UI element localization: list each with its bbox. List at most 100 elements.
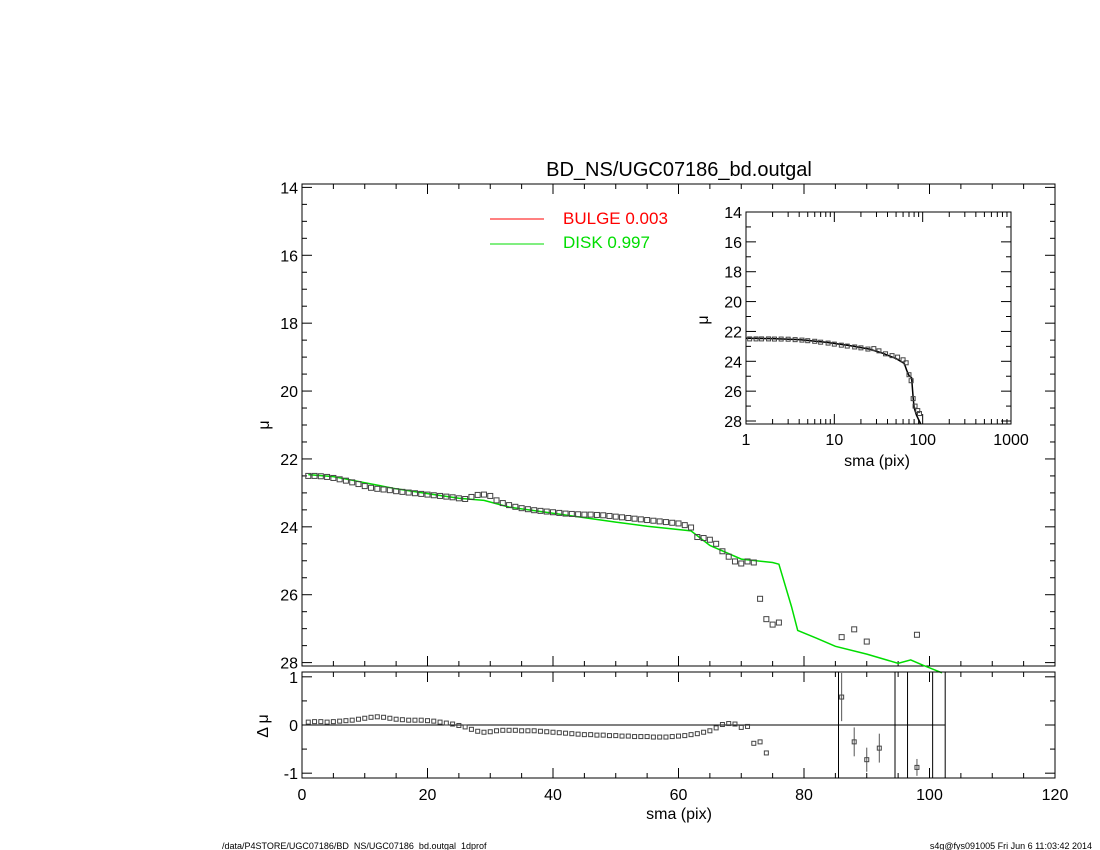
inset-y-axis-label: μ xyxy=(695,315,712,324)
data-point xyxy=(462,495,469,502)
residual-point xyxy=(606,733,612,739)
data-point xyxy=(750,559,757,566)
residual-x-tick-label: 60 xyxy=(670,787,688,804)
inset-x-tick-label: 1000 xyxy=(993,432,1029,449)
data-point xyxy=(543,508,550,515)
disk-model-line xyxy=(308,473,943,674)
inset-data-point xyxy=(771,336,777,342)
inset-x-axis-label: sma (pix) xyxy=(844,453,910,470)
data-point xyxy=(437,492,444,499)
residual-point xyxy=(437,719,443,725)
data-point xyxy=(531,507,538,514)
residual-y-axis-label: Δ μ xyxy=(255,714,272,737)
residual-point xyxy=(600,732,606,738)
data-point xyxy=(600,512,607,519)
data-point xyxy=(411,490,418,497)
residual-x-tick-label: 120 xyxy=(1042,787,1069,804)
inset-data-point xyxy=(906,372,912,378)
data-point xyxy=(838,634,845,641)
residual-point xyxy=(425,718,430,724)
residual-point xyxy=(330,719,336,725)
data-point xyxy=(524,506,531,513)
data-point xyxy=(349,479,356,486)
inset-model-line xyxy=(745,337,922,425)
data-point xyxy=(418,490,425,497)
data-point xyxy=(455,495,462,502)
residual-point xyxy=(506,727,512,733)
data-point xyxy=(625,515,632,522)
data-point xyxy=(763,616,770,623)
residual-x-tick-label: 80 xyxy=(795,787,813,804)
inset-y-tick-label: 18 xyxy=(724,265,742,282)
main-y-tick-label: 26 xyxy=(280,588,298,605)
data-point xyxy=(725,553,732,560)
residual-point xyxy=(588,732,594,738)
data-point xyxy=(700,535,707,542)
data-point xyxy=(499,500,506,507)
data-point xyxy=(656,518,663,525)
residual-point xyxy=(751,740,757,746)
inset-data-point xyxy=(876,348,882,354)
residual-point xyxy=(544,729,550,735)
residual-point xyxy=(487,729,493,735)
residual-point xyxy=(312,719,318,725)
residual-point xyxy=(381,714,387,720)
data-point xyxy=(336,476,343,483)
data-point xyxy=(380,486,387,493)
inset-data-point xyxy=(903,360,909,366)
inset-x-tick-label: 10 xyxy=(825,432,843,449)
residual-point xyxy=(443,720,449,726)
inset-data-point xyxy=(912,403,918,409)
residual-point xyxy=(537,728,543,734)
inset-y-tick-label: 24 xyxy=(724,354,742,371)
data-point xyxy=(688,524,695,531)
inset-y-tick-label: 22 xyxy=(724,324,742,341)
data-point xyxy=(619,514,626,521)
residual-point xyxy=(362,715,368,721)
data-point xyxy=(575,511,582,518)
inset-data-point xyxy=(759,336,765,342)
main-y-tick-label: 14 xyxy=(280,180,298,197)
data-point xyxy=(744,558,751,565)
residual-x-tick-label: 20 xyxy=(419,787,437,804)
inset-plot-frame xyxy=(745,211,1012,425)
residual-point xyxy=(864,757,870,763)
data-point xyxy=(518,505,525,512)
data-point xyxy=(694,534,701,541)
residual-point xyxy=(738,724,744,730)
residual-point xyxy=(387,715,393,721)
data-point xyxy=(650,517,657,524)
residual-point xyxy=(337,718,343,724)
residual-point xyxy=(318,719,324,725)
inset-y-tick-label: 26 xyxy=(724,384,742,401)
residual-point xyxy=(594,732,600,738)
residual-point xyxy=(569,731,575,737)
inset-data-point xyxy=(792,337,798,343)
inset-data-point xyxy=(818,339,824,345)
inset-x-tick-label: 1 xyxy=(742,432,751,449)
residual-point xyxy=(456,722,462,728)
inset-data-point xyxy=(916,411,922,417)
residual-point xyxy=(494,728,500,734)
chart-title: BD_NS/UGC07186_bd.outgal xyxy=(546,159,812,181)
data-point xyxy=(424,491,431,498)
residual-point xyxy=(745,723,751,729)
inset-data-point xyxy=(812,338,818,344)
residual-point xyxy=(563,730,569,736)
residual-x-tick-label: 40 xyxy=(544,787,562,804)
inset-data-point xyxy=(778,336,784,342)
residual-point xyxy=(349,717,355,723)
residual-point xyxy=(657,734,663,740)
data-point xyxy=(368,484,375,491)
data-point xyxy=(775,619,782,626)
data-point xyxy=(311,472,318,479)
residual-point xyxy=(619,733,625,739)
data-point xyxy=(851,626,858,633)
residual-point xyxy=(914,764,920,770)
inset-y-tick-label: 28 xyxy=(724,414,742,431)
inset-data-point xyxy=(831,341,837,347)
data-point xyxy=(669,519,676,526)
inset-y-tick-label: 14 xyxy=(724,205,742,222)
residual-point xyxy=(575,731,581,737)
